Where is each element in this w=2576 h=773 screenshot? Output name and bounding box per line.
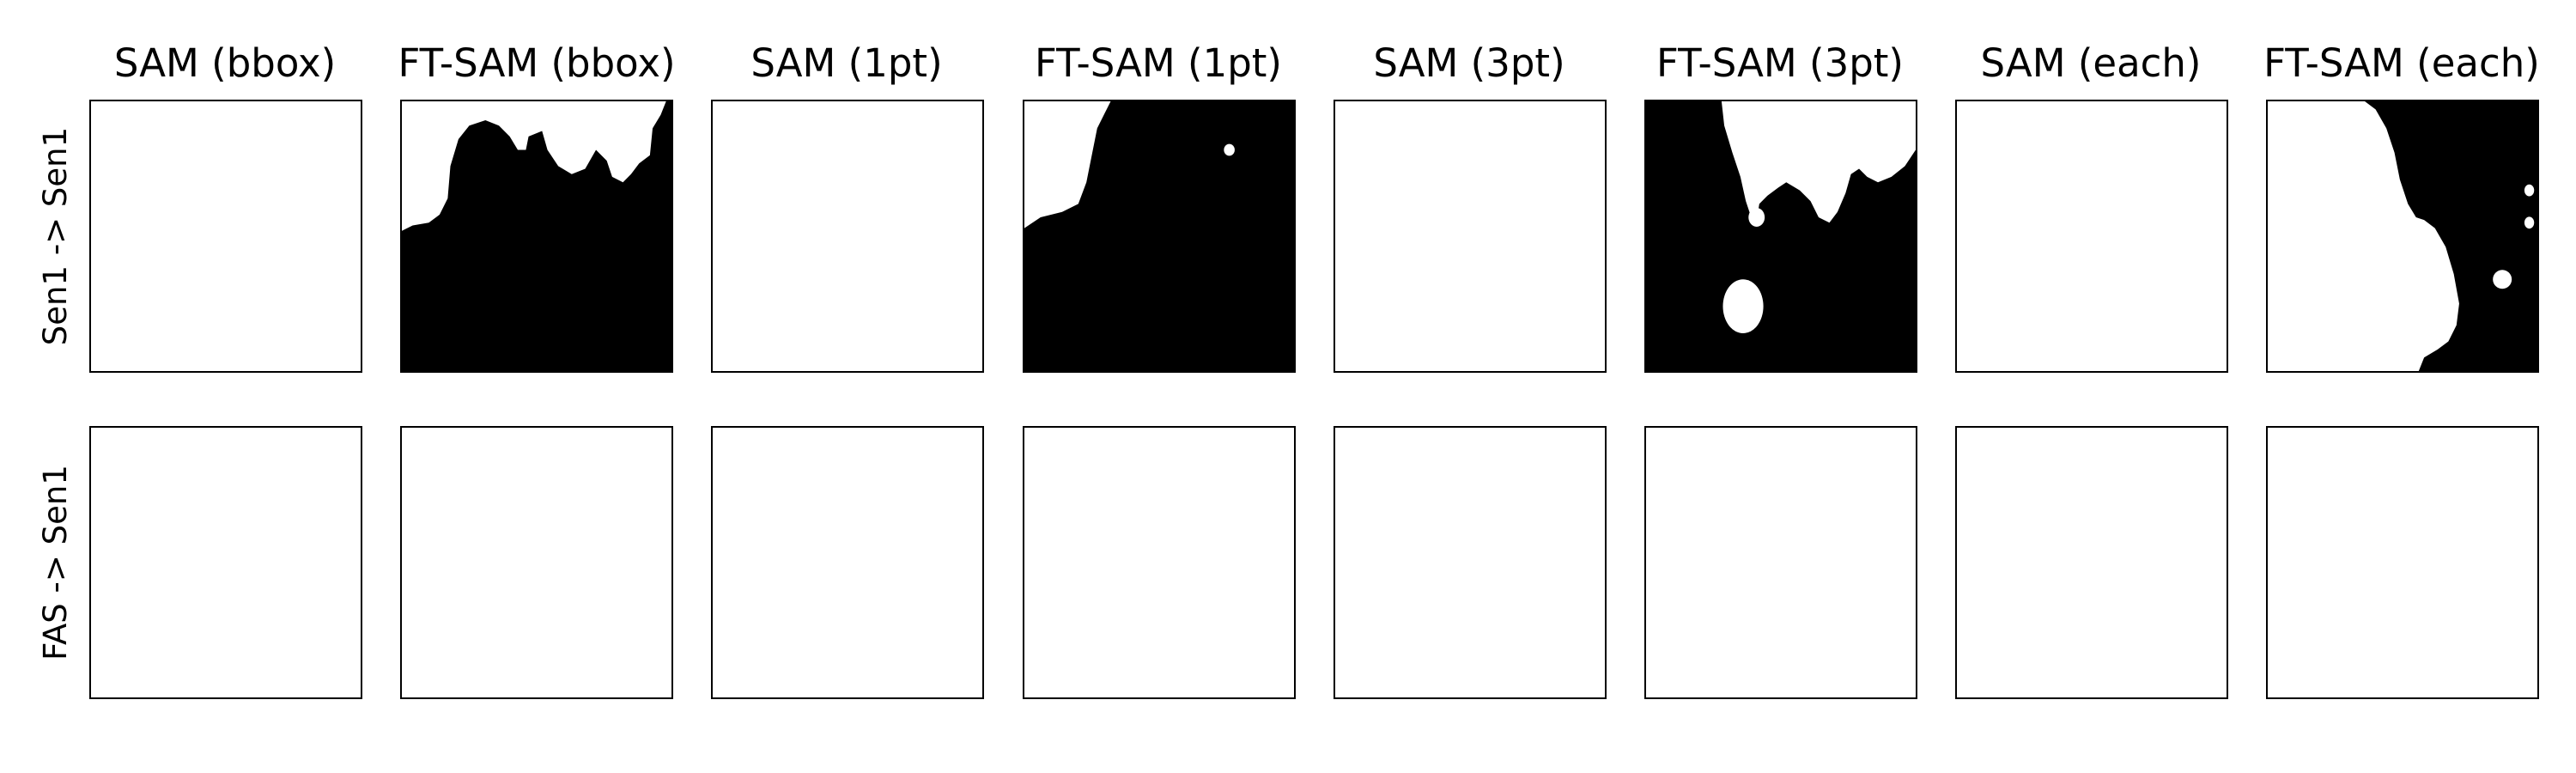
ft-sam-3pt-mask [1646, 101, 1916, 371]
panel-fas-sam-3pt [1334, 426, 1607, 699]
column-title-sam-1pt: SAM (1pt) [750, 40, 943, 86]
column-title-ft-sam-3pt: FT-SAM (3pt) [1656, 40, 1904, 86]
ft-sam-bbox-mask [402, 101, 671, 371]
panel-fas-sam-each [1955, 426, 2228, 699]
panel-fas-ft-sam-each [2266, 426, 2539, 699]
column-title-ft-sam-each: FT-SAM (each) [2263, 40, 2540, 86]
panel-fas-sam-1pt [711, 426, 984, 699]
panel-fas-ft-sam-1pt [1023, 426, 1296, 699]
panel-sen1-sam-3pt [1334, 100, 1607, 373]
panel-sen1-ft-sam-3pt [1644, 100, 1917, 373]
panel-sen1-ft-sam-bbox [400, 100, 673, 373]
panel-sen1-sam-bbox [89, 100, 362, 373]
panel-fas-ft-sam-bbox [400, 426, 673, 699]
ft-sam-1pt-mask [1024, 101, 1294, 371]
row-label-fas-to-sen1: FAS -> Sen1 [37, 465, 74, 660]
panel-sen1-ft-sam-1pt [1023, 100, 1296, 373]
panel-fas-ft-sam-3pt [1644, 426, 1917, 699]
column-title-ft-sam-bbox: FT-SAM (bbox) [398, 40, 676, 86]
column-title-sam-bbox: SAM (bbox) [113, 40, 337, 86]
panel-fas-sam-bbox [89, 426, 362, 699]
column-title-sam-3pt: SAM (3pt) [1373, 40, 1565, 86]
ft-sam-each-mask [2365, 101, 2537, 371]
panel-sen1-sam-1pt [711, 100, 984, 373]
column-title-ft-sam-1pt: FT-SAM (1pt) [1035, 40, 1282, 86]
panel-sen1-sam-each [1955, 100, 2228, 373]
column-title-sam-each: SAM (each) [1980, 40, 2202, 86]
panel-sen1-ft-sam-each [2266, 100, 2539, 373]
row-label-sen1-to-sen1: Sen1 -> Sen1 [37, 126, 74, 346]
